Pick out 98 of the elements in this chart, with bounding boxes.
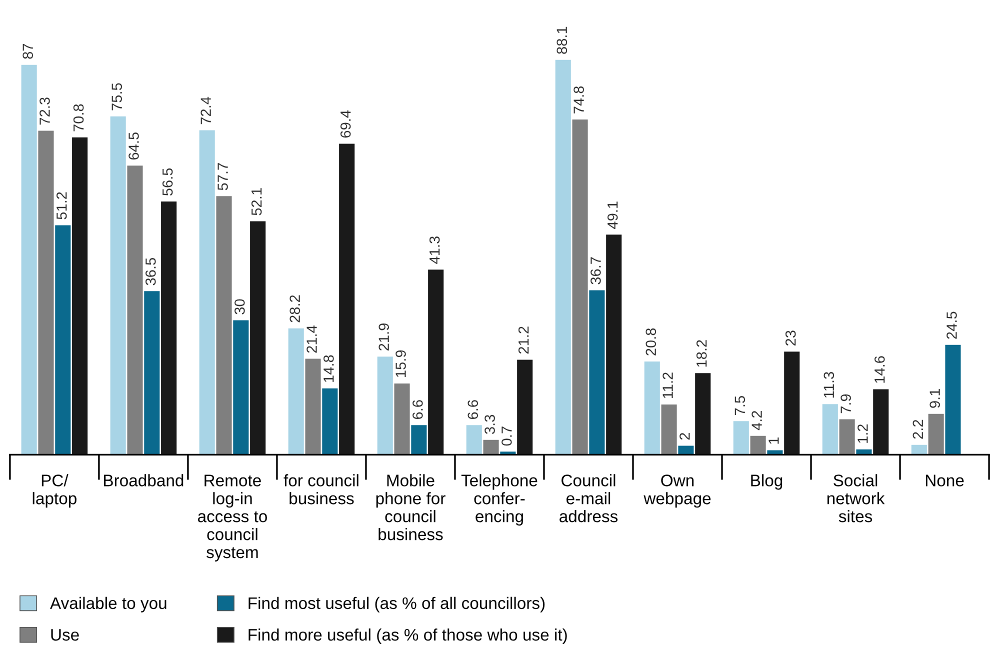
bar xyxy=(555,60,571,455)
bar xyxy=(750,436,766,455)
x-tick-label: Blog xyxy=(751,474,782,490)
data-label: 70.8 xyxy=(73,104,84,132)
data-label: 1.2 xyxy=(858,424,868,443)
data-label: 64.5 xyxy=(128,132,139,160)
legend-label: Use xyxy=(51,629,79,641)
bar xyxy=(250,221,266,455)
bar xyxy=(144,291,160,455)
data-label: 69.4 xyxy=(340,110,351,138)
data-label: 7.5 xyxy=(734,396,746,415)
bar xyxy=(678,446,694,455)
data-label: 18.2 xyxy=(696,340,707,367)
bar xyxy=(21,64,37,455)
bar xyxy=(161,202,177,455)
data-label: 14.8 xyxy=(324,355,334,382)
bar xyxy=(661,404,677,455)
data-label: 21.4 xyxy=(306,325,317,353)
bar xyxy=(606,234,622,455)
bar xyxy=(127,166,143,455)
data-label: 14.6 xyxy=(874,356,885,383)
bar xyxy=(928,414,944,455)
x-tick-label: None xyxy=(926,474,964,486)
data-label: 51.2 xyxy=(56,192,67,220)
data-label: 30 xyxy=(234,299,245,314)
bar xyxy=(572,119,588,455)
data-label: 75.5 xyxy=(112,83,122,110)
data-label: 74.8 xyxy=(574,86,584,114)
x-tick-label: Own webpage xyxy=(644,474,711,508)
bar xyxy=(517,360,533,455)
x-tick-label: for council business xyxy=(284,474,358,504)
x-tick-label: PC/ laptop xyxy=(32,474,76,508)
data-label: 72.4 xyxy=(200,96,211,124)
x-tick-label: Remote log-in access to council system xyxy=(198,474,267,562)
bar xyxy=(377,356,393,455)
data-label: 21.9 xyxy=(378,323,390,350)
data-label: 7.9 xyxy=(840,394,851,414)
data-label: 2.2 xyxy=(912,420,923,439)
legend-label: Available to you xyxy=(50,596,166,612)
data-label: 72.3 xyxy=(40,98,50,125)
x-tick-label: Mobile phone for council business xyxy=(376,474,446,540)
data-label: 11.3 xyxy=(824,372,834,398)
bar xyxy=(822,404,838,455)
bar xyxy=(72,137,88,455)
bar xyxy=(339,144,355,455)
data-label: 41.3 xyxy=(429,236,440,264)
data-label: 20.8 xyxy=(646,328,656,356)
bar xyxy=(695,373,711,455)
data-label: 56.5 xyxy=(162,168,173,196)
bar xyxy=(483,440,499,455)
bar xyxy=(911,444,927,455)
x-tick-label: Telephone confer- encing xyxy=(461,474,538,526)
bar xyxy=(589,290,605,455)
bar xyxy=(411,425,427,455)
x-tick-label: Social network sites xyxy=(827,474,885,522)
bar xyxy=(733,421,749,455)
bar xyxy=(839,419,855,455)
data-label: 87 xyxy=(22,44,33,59)
bar xyxy=(873,389,889,455)
data-label: 28.2 xyxy=(290,295,300,322)
bar xyxy=(38,130,54,455)
data-label: 21.2 xyxy=(518,326,529,354)
bar xyxy=(55,225,71,455)
data-label: 24.5 xyxy=(946,312,957,339)
data-label: 1 xyxy=(768,437,779,444)
bar xyxy=(644,361,660,455)
data-label: 6.6 xyxy=(468,400,478,420)
data-label: 4.2 xyxy=(752,410,762,430)
data-label: 9.1 xyxy=(930,388,940,408)
data-label: 23 xyxy=(785,330,796,346)
data-label: 36.7 xyxy=(590,257,601,284)
data-label: 11.2 xyxy=(662,372,673,398)
bar xyxy=(784,352,800,455)
data-label: 15.9 xyxy=(396,350,406,377)
x-tick-label: Council e-mail address xyxy=(560,474,618,522)
data-label: 2 xyxy=(680,432,690,440)
bar xyxy=(466,425,482,455)
bar xyxy=(216,196,232,455)
x-tick-label: Broadband xyxy=(104,474,184,486)
data-label: 52.1 xyxy=(251,188,262,216)
data-label: 0.7 xyxy=(502,426,512,446)
bar xyxy=(110,116,126,455)
data-label: 36.5 xyxy=(145,258,156,286)
data-label: 6.6 xyxy=(412,400,423,420)
bar xyxy=(199,130,215,455)
bar xyxy=(233,320,249,455)
data-label: 3.3 xyxy=(484,414,495,434)
bar xyxy=(945,344,961,455)
legend-label: Find most useful (as % of all councillors) xyxy=(248,596,545,612)
data-label: 49.1 xyxy=(607,202,618,229)
legend-label: Find more useful (as % of those who use it) xyxy=(248,628,567,644)
data-label: 88.1 xyxy=(556,26,568,54)
bar xyxy=(394,383,410,455)
data-label: 57.7 xyxy=(218,163,228,190)
bar xyxy=(428,270,444,455)
bar xyxy=(288,328,304,455)
bar xyxy=(322,388,338,455)
bar xyxy=(305,358,321,455)
